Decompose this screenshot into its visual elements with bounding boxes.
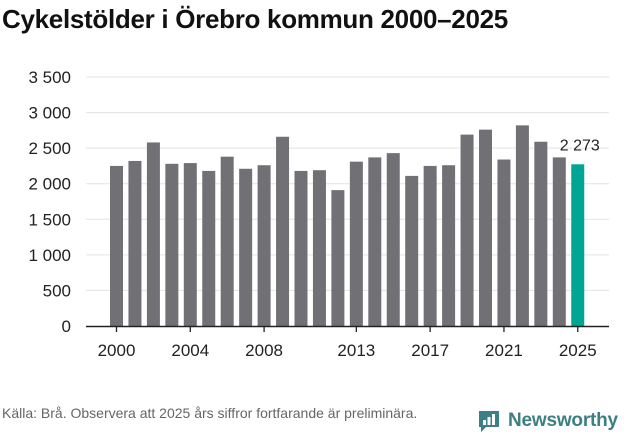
bar — [534, 141, 548, 326]
bar — [405, 175, 419, 326]
bar — [515, 125, 529, 327]
bar — [423, 165, 437, 326]
bar — [183, 163, 197, 326]
bar — [239, 168, 253, 326]
bar — [202, 170, 216, 326]
y-tick-label: 2 500 — [28, 139, 71, 158]
y-tick-label: 0 — [62, 317, 71, 336]
grid-lines — [86, 76, 609, 291]
bar — [146, 142, 160, 326]
y-tick-label: 500 — [43, 281, 71, 300]
x-tick-label: 2008 — [245, 341, 283, 360]
source-note: Källa: Brå. Observera att 2025 års siffr… — [2, 405, 418, 421]
y-tick-label: 1 500 — [28, 210, 71, 229]
bar — [552, 157, 566, 326]
newsworthy-brand[interactable]: Newsworthy — [476, 408, 618, 434]
x-axis-ticks: 2000 2004 2008 2013 2017 2021 2025 — [98, 326, 597, 360]
y-tick-label: 3 500 — [28, 68, 71, 87]
x-tick-label: 2025 — [559, 341, 597, 360]
annotations: 2 273 — [560, 137, 600, 154]
y-tick-label: 2 000 — [28, 175, 71, 194]
bar — [479, 129, 492, 326]
bar — [386, 153, 400, 326]
bar — [128, 160, 142, 326]
bar — [571, 164, 585, 326]
x-tick-label: 2013 — [337, 341, 375, 360]
value-annotation: 2 273 — [560, 137, 600, 154]
bar — [276, 136, 290, 326]
x-tick-label: 2021 — [485, 341, 523, 360]
bar — [294, 170, 308, 326]
bar — [442, 165, 456, 326]
bar — [165, 163, 179, 326]
bar — [349, 161, 363, 326]
bar — [257, 165, 271, 326]
y-tick-label: 1 000 — [28, 246, 71, 265]
chart-title: Cykelstölder i Örebro kommun 2000–2025 — [2, 4, 508, 34]
x-tick-label: 2017 — [411, 341, 449, 360]
bar — [497, 159, 511, 326]
bar — [220, 156, 234, 326]
bar — [460, 134, 474, 326]
bar — [368, 157, 382, 326]
x-tick-label: 2000 — [98, 341, 136, 360]
bars — [110, 125, 585, 327]
bar — [312, 170, 326, 326]
bar — [331, 190, 345, 326]
y-tick-label: 3 000 — [28, 104, 71, 123]
brand-name: Newsworthy — [508, 410, 618, 431]
newsworthy-logo-icon — [479, 411, 499, 432]
y-axis-ticks: 0 500 1 000 1 500 2 000 2 500 3 000 3 500 — [28, 68, 71, 336]
x-tick-label: 2004 — [171, 341, 209, 360]
bar — [110, 165, 123, 326]
